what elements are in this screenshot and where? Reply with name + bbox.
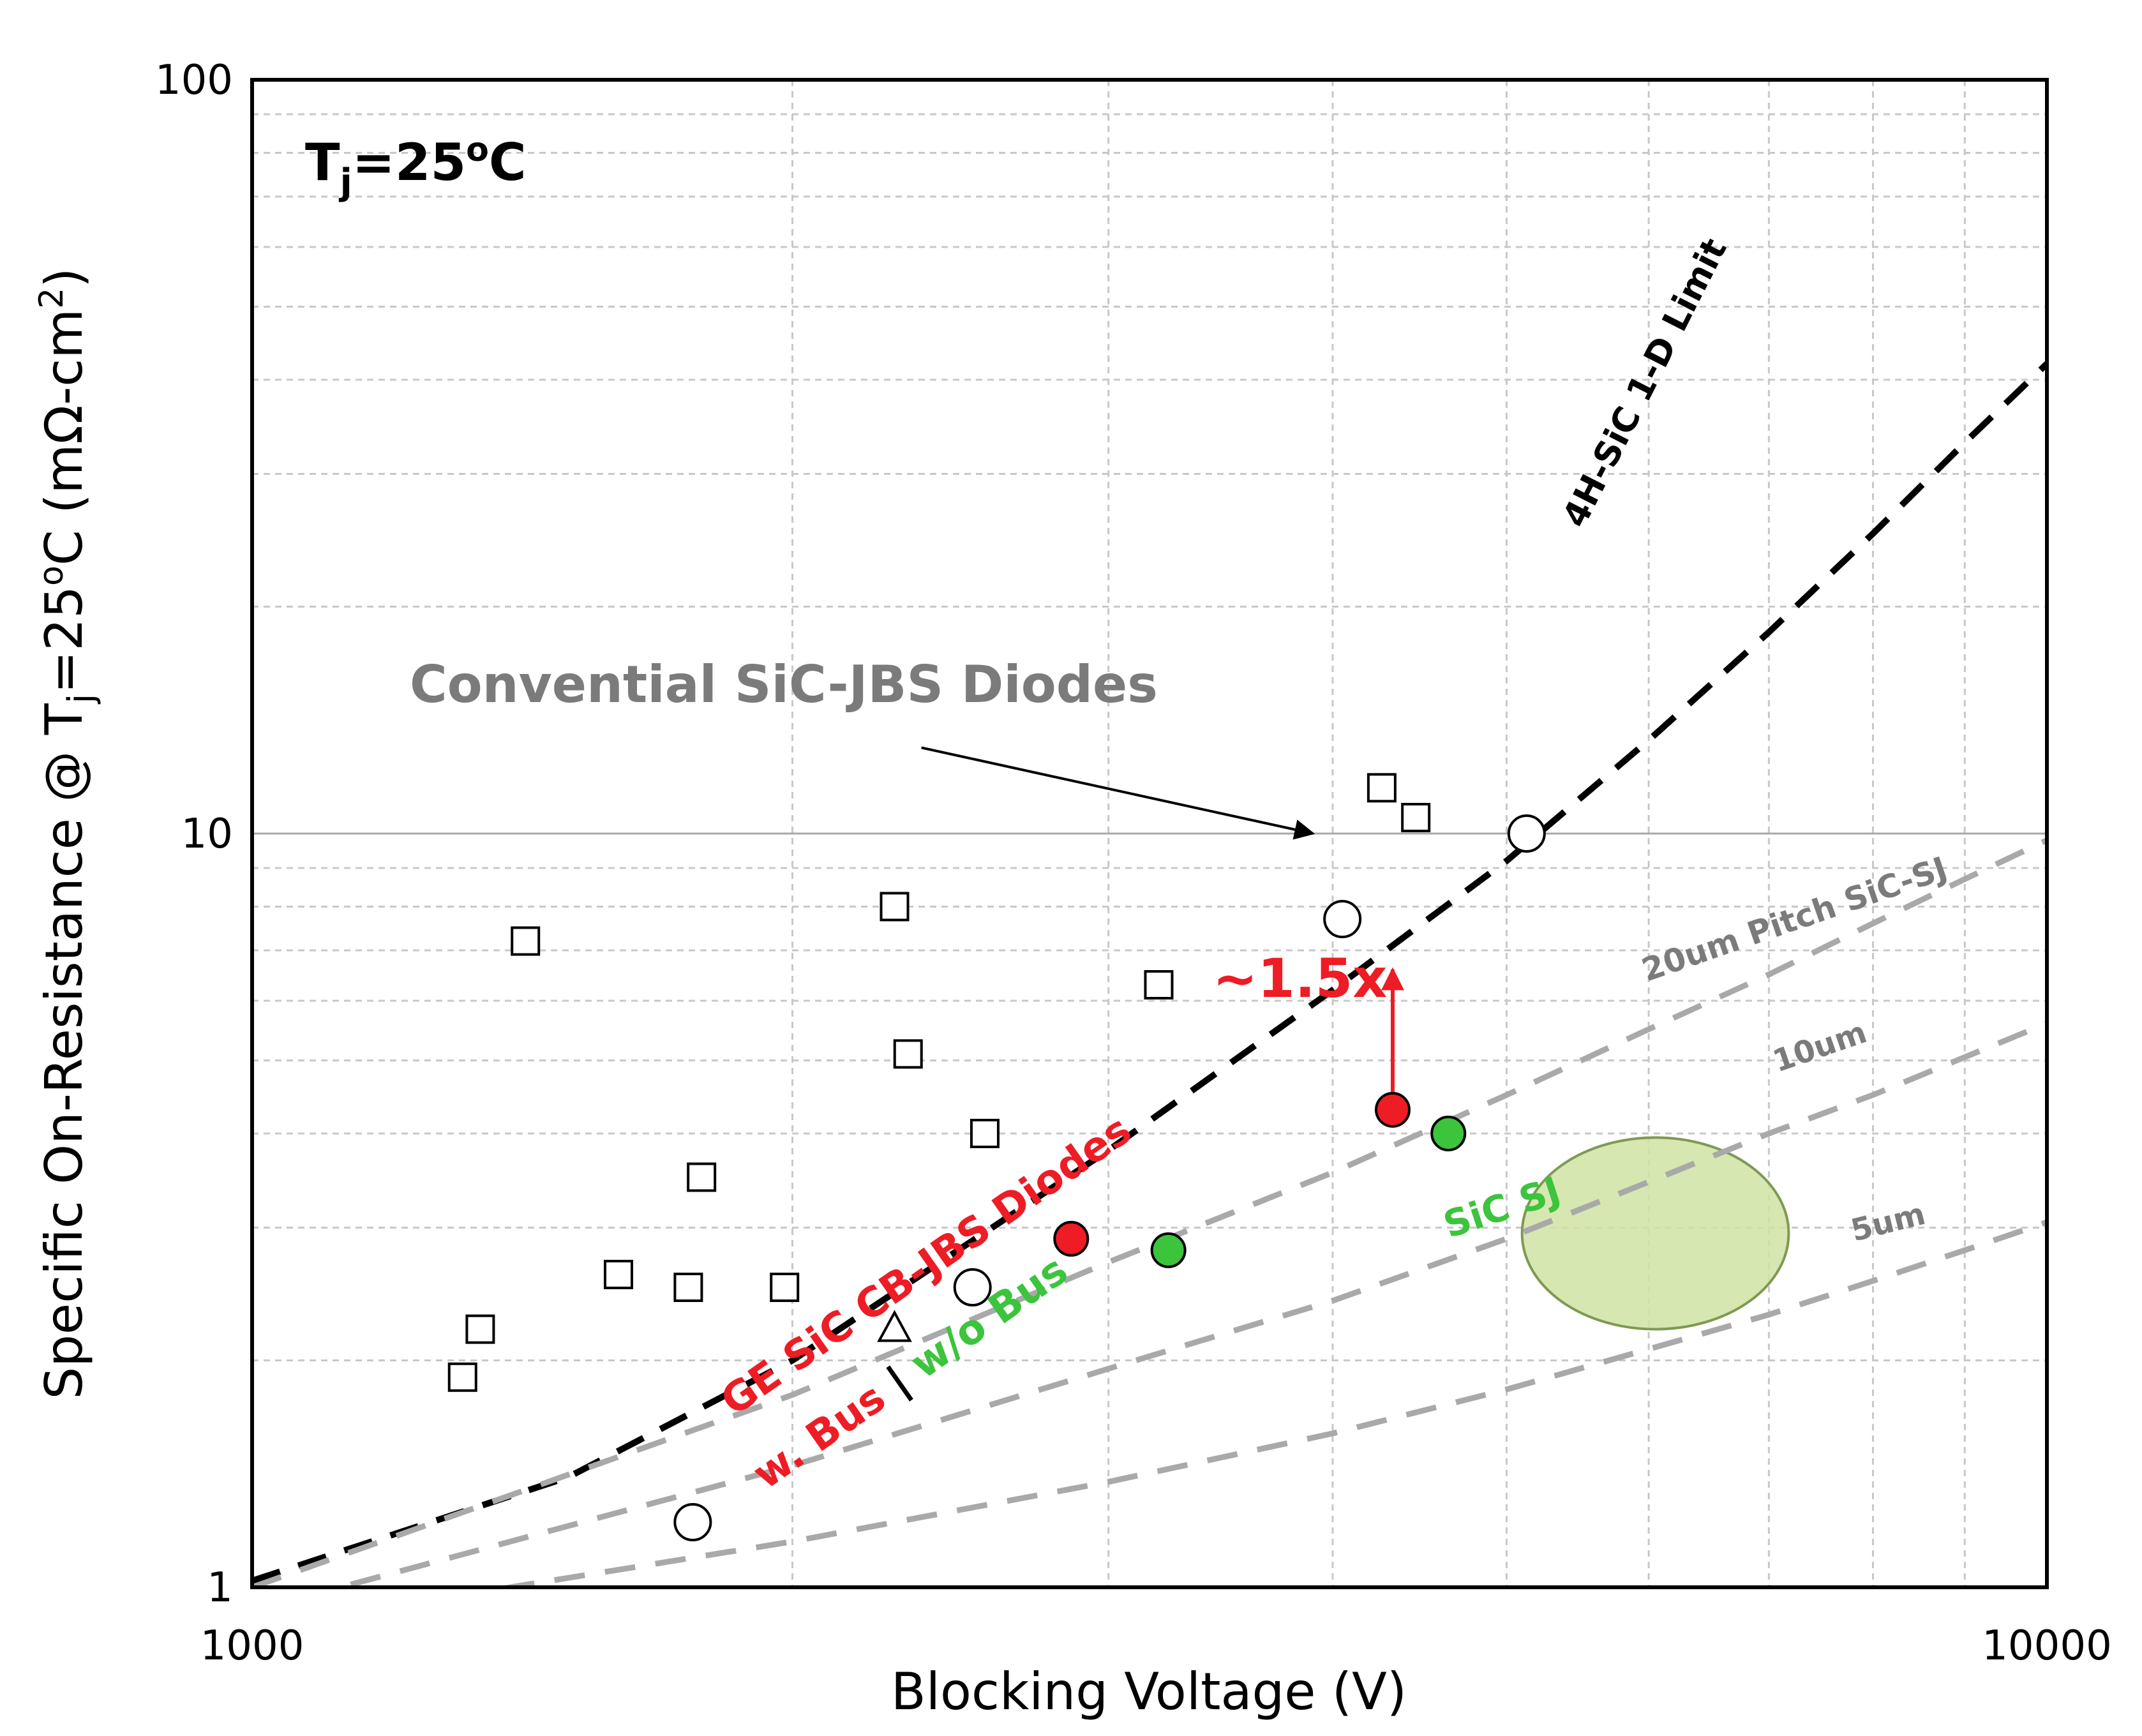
limit-line <box>252 361 2047 1584</box>
conventional-label: Convential SiC-JBS Diodes <box>410 655 1158 714</box>
y-tick-label: 1 <box>207 1564 233 1612</box>
triangle-point <box>877 1310 912 1342</box>
square-point <box>1367 773 1397 803</box>
sic-sj-region <box>1520 1136 1790 1331</box>
y-axis-label: Specific On-Resistance @ Tj=25oC (mΩ-cm2… <box>33 267 102 1399</box>
grid-lines <box>252 80 2047 1587</box>
sic-sj-ellipse <box>1520 1136 1790 1331</box>
y-tick-label: 10 <box>181 811 233 858</box>
ratio-label: ~1.5x <box>1213 947 1387 1010</box>
circle-point <box>1507 814 1546 853</box>
circle-point <box>673 1503 712 1542</box>
tick-labels: 1000 10000 1 10 100 <box>155 57 2112 1670</box>
square-point <box>893 1039 923 1069</box>
square-point <box>447 1362 477 1392</box>
square-point <box>770 1273 800 1303</box>
temperature-label: Tj=25oC <box>305 131 527 203</box>
red-point <box>1374 1091 1411 1128</box>
reference-lines <box>252 361 2047 1587</box>
sj-pitch-line <box>492 1219 2047 1587</box>
square-point <box>603 1259 633 1289</box>
red-point <box>1053 1220 1090 1257</box>
conventional-arrow <box>921 746 1315 840</box>
square-point <box>687 1162 717 1192</box>
circle-point <box>1323 900 1362 939</box>
x-tick-label: 1000 <box>200 1622 304 1670</box>
sj-pitch-line <box>252 837 2047 1587</box>
green-point <box>1430 1115 1467 1151</box>
square-point <box>1401 802 1431 832</box>
square-point <box>673 1273 703 1303</box>
sj-pitch-line <box>329 1021 2047 1587</box>
green-point <box>1150 1232 1187 1268</box>
circle-point <box>953 1268 992 1307</box>
square-point <box>511 926 541 956</box>
square-point <box>1144 969 1174 999</box>
square-point <box>880 892 910 922</box>
data-points <box>447 773 1546 1542</box>
y-tick-label: 100 <box>155 57 233 104</box>
x-tick-label: 10000 <box>1982 1622 2112 1670</box>
square-point <box>465 1314 495 1344</box>
square-point <box>970 1118 1000 1148</box>
x-axis-label: Blocking Voltage (V) <box>891 1662 1407 1721</box>
plot-frame <box>250 78 2049 1589</box>
